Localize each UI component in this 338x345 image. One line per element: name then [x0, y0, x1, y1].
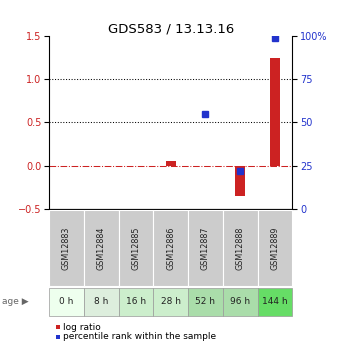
- Bar: [188, 288, 223, 316]
- Bar: [258, 210, 292, 286]
- Text: percentile rank within the sample: percentile rank within the sample: [63, 332, 216, 341]
- Bar: [235, 166, 245, 196]
- Text: 52 h: 52 h: [195, 297, 215, 306]
- Bar: [84, 288, 119, 316]
- Text: GSM12883: GSM12883: [62, 227, 71, 270]
- Text: 28 h: 28 h: [161, 297, 181, 306]
- Text: log ratio: log ratio: [63, 323, 101, 332]
- Text: 144 h: 144 h: [262, 297, 288, 306]
- Bar: [153, 288, 188, 316]
- Text: GSM12888: GSM12888: [236, 227, 245, 270]
- Text: GSM12885: GSM12885: [131, 227, 140, 270]
- Bar: [223, 288, 258, 316]
- Title: GDS583 / 13.13.16: GDS583 / 13.13.16: [107, 22, 234, 35]
- Text: 8 h: 8 h: [94, 297, 108, 306]
- Text: 0 h: 0 h: [59, 297, 74, 306]
- Text: age ▶: age ▶: [2, 297, 28, 306]
- Text: 16 h: 16 h: [126, 297, 146, 306]
- Bar: [188, 210, 223, 286]
- Bar: [119, 288, 153, 316]
- Text: GSM12886: GSM12886: [166, 227, 175, 270]
- Bar: [49, 210, 84, 286]
- Bar: [166, 161, 175, 166]
- Bar: [84, 210, 119, 286]
- Bar: [119, 210, 153, 286]
- Text: GSM12887: GSM12887: [201, 227, 210, 270]
- Text: GSM12884: GSM12884: [97, 227, 106, 270]
- Bar: [258, 288, 292, 316]
- Bar: [270, 58, 280, 166]
- Bar: [153, 210, 188, 286]
- Bar: [49, 288, 84, 316]
- Text: 96 h: 96 h: [230, 297, 250, 306]
- Text: GSM12889: GSM12889: [270, 227, 280, 270]
- Bar: [223, 210, 258, 286]
